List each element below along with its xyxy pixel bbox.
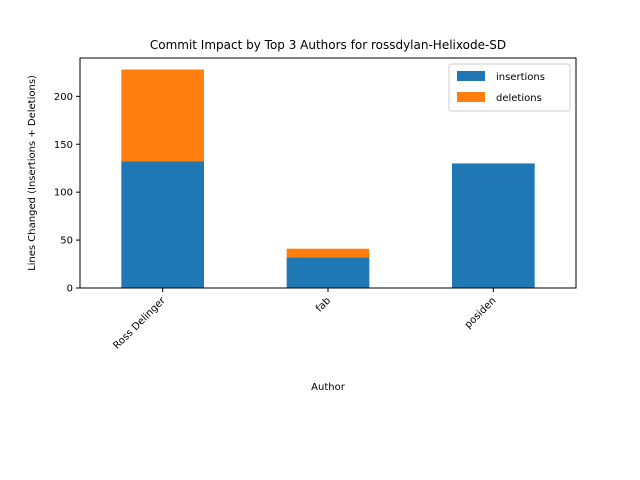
legend-label-deletions: deletions xyxy=(496,93,542,104)
y-tick-label: 150 xyxy=(54,140,73,151)
bars xyxy=(121,69,535,288)
bar-insertions-ross-delinger xyxy=(121,161,204,288)
plot-frame xyxy=(79,57,577,289)
y-axis-label: Lines Changed (Insertions + Deletions) xyxy=(27,75,38,271)
legend-swatch-insertions xyxy=(457,71,485,81)
x-axis-label: Author xyxy=(311,382,346,393)
bar-deletions-fab xyxy=(286,248,370,258)
legend-swatch-deletions xyxy=(457,92,485,102)
bar-insertions-posiden xyxy=(452,163,535,288)
bar-deletions-ross-delinger xyxy=(121,69,204,162)
legend: insertions deletions xyxy=(448,63,571,112)
y-tick-label: 0 xyxy=(67,284,73,295)
chart-title: Commit Impact by Top 3 Authors for rossd… xyxy=(150,38,506,52)
y-ticks: 0 50 100 150 200 xyxy=(54,92,80,295)
y-tick-label: 50 xyxy=(60,236,73,247)
y-tick-label: 200 xyxy=(54,92,73,103)
bar-insertions-fab xyxy=(286,257,370,288)
y-tick-label: 100 xyxy=(54,188,73,199)
legend-label-insertions: insertions xyxy=(496,72,545,83)
